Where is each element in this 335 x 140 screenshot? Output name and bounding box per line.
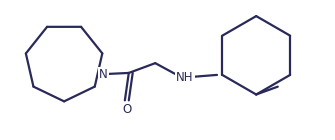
Text: N: N [99,68,108,81]
Text: NH: NH [176,71,193,84]
Text: O: O [122,103,131,116]
